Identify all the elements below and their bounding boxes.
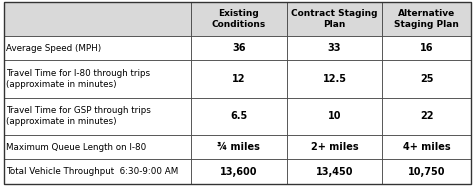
Text: 13,450: 13,450 xyxy=(316,166,353,177)
Bar xyxy=(382,135,471,159)
Bar xyxy=(4,97,191,135)
Text: 12: 12 xyxy=(232,74,246,84)
Text: 12.5: 12.5 xyxy=(323,74,346,84)
Text: Travel Time for GSP through trips
(approximate in minutes): Travel Time for GSP through trips (appro… xyxy=(6,106,151,126)
Bar xyxy=(382,36,471,60)
Bar xyxy=(191,60,286,97)
Bar xyxy=(4,36,191,60)
Bar xyxy=(286,2,382,36)
Text: Alternative
Staging Plan: Alternative Staging Plan xyxy=(394,9,459,29)
Text: Total Vehicle Throughput  6:30-9:00 AM: Total Vehicle Throughput 6:30-9:00 AM xyxy=(6,167,178,176)
Bar xyxy=(382,97,471,135)
Bar xyxy=(191,159,286,184)
Bar xyxy=(286,60,382,97)
Text: Maximum Queue Length on I-80: Maximum Queue Length on I-80 xyxy=(6,142,146,152)
Text: 10,750: 10,750 xyxy=(408,166,446,177)
Bar xyxy=(382,2,471,36)
Text: Existing
Conditions: Existing Conditions xyxy=(211,9,266,29)
Bar xyxy=(382,60,471,97)
Text: 2+ miles: 2+ miles xyxy=(311,142,358,152)
Text: 13,600: 13,600 xyxy=(220,166,257,177)
Text: Average Speed (MPH): Average Speed (MPH) xyxy=(6,44,101,53)
Bar xyxy=(4,2,191,36)
Bar xyxy=(191,36,286,60)
Text: 6.5: 6.5 xyxy=(230,111,247,121)
Bar xyxy=(191,2,286,36)
Text: Contract Staging
Plan: Contract Staging Plan xyxy=(291,9,378,29)
Bar xyxy=(191,97,286,135)
Bar xyxy=(286,135,382,159)
Bar xyxy=(191,135,286,159)
Text: ¾ miles: ¾ miles xyxy=(217,142,260,152)
Bar xyxy=(4,60,191,97)
Text: Travel Time for I-80 through trips
(approximate in minutes): Travel Time for I-80 through trips (appr… xyxy=(6,69,150,89)
Text: 22: 22 xyxy=(420,111,434,121)
Text: 33: 33 xyxy=(328,43,341,53)
Text: 25: 25 xyxy=(420,74,434,84)
Bar xyxy=(286,97,382,135)
Text: 4+ miles: 4+ miles xyxy=(403,142,451,152)
Bar xyxy=(4,159,191,184)
Bar xyxy=(286,159,382,184)
Text: 16: 16 xyxy=(420,43,434,53)
Bar xyxy=(286,36,382,60)
Bar xyxy=(382,159,471,184)
Bar xyxy=(4,135,191,159)
Text: 10: 10 xyxy=(328,111,341,121)
Text: 36: 36 xyxy=(232,43,246,53)
